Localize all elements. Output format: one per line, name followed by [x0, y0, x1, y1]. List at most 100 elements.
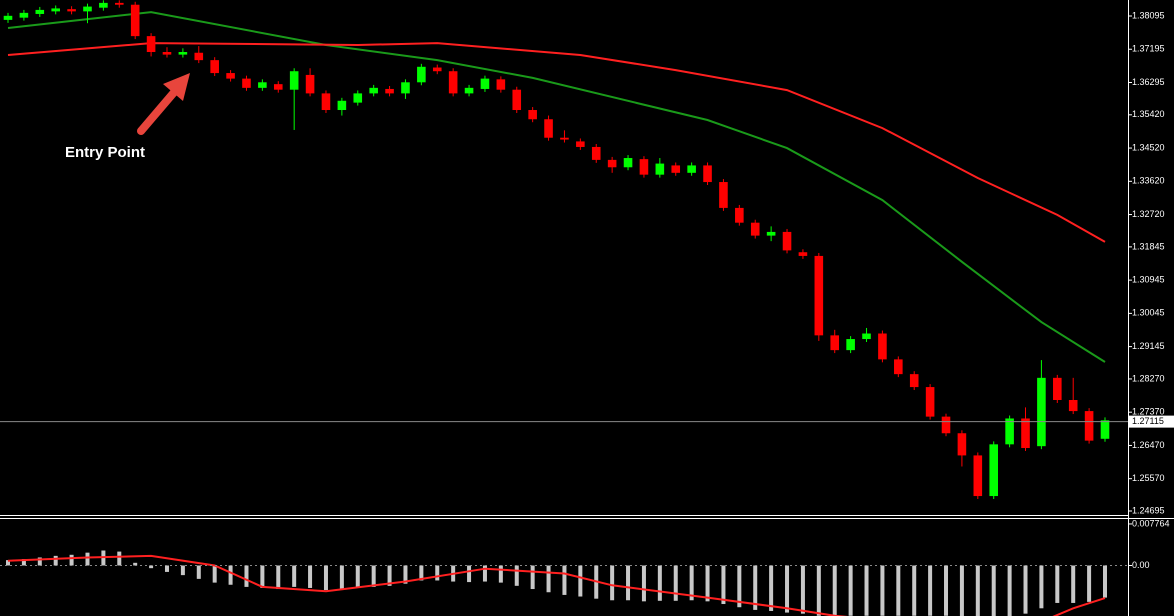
- arrow-shaft: [137, 86, 180, 135]
- candle-body: [544, 119, 553, 138]
- macd-panel: [6, 550, 1107, 616]
- candle-body: [830, 335, 840, 351]
- histogram-bar: [69, 554, 74, 566]
- candle-body: [894, 359, 903, 375]
- histogram-bar: [737, 565, 742, 608]
- histogram-bar: [959, 565, 964, 616]
- candle-body: [19, 12, 29, 18]
- candle-body: [639, 159, 649, 175]
- histogram-bar: [928, 565, 933, 616]
- candle-body: [909, 374, 919, 388]
- histogram-bar: [1055, 565, 1060, 603]
- candle-body: [703, 165, 712, 183]
- candle-body: [258, 82, 267, 88]
- candle-body: [417, 66, 426, 83]
- histogram-bar: [196, 565, 201, 579]
- candle-body: [1068, 400, 1078, 412]
- histogram-bar: [896, 565, 901, 616]
- candle-body: [735, 207, 744, 223]
- candle-body: [210, 60, 219, 74]
- candle-body: [385, 88, 394, 94]
- histogram-bar: [912, 565, 917, 616]
- y-tick-label: 1.31845: [1132, 241, 1165, 251]
- candle-body: [782, 231, 792, 251]
- candle-body: [321, 93, 331, 111]
- y-tick-label: 1.34520: [1132, 142, 1165, 152]
- histogram-bar: [848, 565, 853, 616]
- histogram-bar: [260, 565, 265, 588]
- candle-body: [448, 71, 458, 94]
- histogram-bar: [657, 565, 662, 601]
- candle-body: [607, 159, 617, 168]
- candle-body: [623, 158, 633, 168]
- current-price-box: [1129, 415, 1174, 428]
- y-tick-label: 1.29145: [1132, 341, 1165, 351]
- candle-body: [576, 141, 585, 147]
- candle-body: [1084, 411, 1094, 441]
- histogram-bar: [6, 560, 10, 566]
- y-tick-label: 0.00: [1132, 560, 1150, 570]
- histogram-bar: [530, 565, 535, 590]
- histogram-bar: [371, 565, 376, 587]
- candle-body: [862, 333, 871, 340]
- annotation: Entry Point: [65, 144, 145, 161]
- signal-line: [7, 554, 1106, 616]
- histogram-bar: [610, 565, 615, 601]
- histogram-bar: [244, 565, 249, 587]
- candle-body: [1053, 377, 1062, 401]
- y-tick-label: 1.38095: [1132, 10, 1165, 20]
- histogram-bar: [403, 565, 408, 584]
- candle-body: [941, 416, 951, 434]
- candle-body: [655, 163, 665, 175]
- candle-body: [925, 387, 935, 417]
- candle-body: [146, 36, 156, 53]
- candle-body: [369, 87, 378, 94]
- histogram-bar: [800, 565, 805, 614]
- candle-body: [289, 71, 299, 90]
- histogram-bar: [292, 565, 297, 587]
- histogram-bar: [355, 565, 360, 588]
- histogram-bar: [387, 565, 392, 586]
- candle-body: [512, 89, 522, 111]
- candle-body: [560, 137, 569, 140]
- histogram-bar: [228, 565, 233, 585]
- y-tick-label: 1.36295: [1132, 77, 1165, 87]
- histogram-bar: [673, 565, 678, 601]
- candle-body: [194, 52, 204, 61]
- y-tick-label: 0.007764: [1132, 518, 1170, 528]
- moving-average: [7, 42, 1106, 243]
- candle-body: [432, 67, 442, 72]
- candle-body: [464, 87, 474, 94]
- candle-body: [528, 110, 537, 120]
- histogram-bar: [1103, 565, 1107, 598]
- histogram-bar: [816, 565, 821, 616]
- candle-body: [401, 82, 410, 94]
- moving-average: [7, 11, 1106, 363]
- histogram-bar: [276, 565, 281, 590]
- candle-body: [1021, 418, 1030, 449]
- candle-body: [226, 73, 235, 79]
- histogram-bar: [626, 565, 631, 601]
- y-tick-label: 1.30045: [1132, 308, 1165, 318]
- candle-body: [766, 231, 776, 236]
- histogram-bar: [308, 565, 313, 588]
- candle-body: [1100, 420, 1110, 439]
- candle-body: [51, 8, 60, 12]
- histogram-bar: [339, 565, 344, 590]
- candle-body: [178, 52, 188, 55]
- candle-body: [162, 52, 172, 55]
- y-tick-label: 1.30945: [1132, 275, 1165, 285]
- candle-body: [687, 165, 696, 173]
- candle-body: [353, 93, 363, 103]
- y-tick-label: 1.27370: [1132, 407, 1165, 417]
- histogram-bar: [514, 565, 519, 586]
- histogram-bar: [562, 565, 567, 595]
- histogram-bar: [53, 555, 58, 566]
- histogram-bar: [21, 559, 26, 566]
- histogram-bar: [769, 565, 774, 611]
- candle-body: [337, 100, 347, 111]
- histogram-bar: [1039, 565, 1044, 609]
- histogram-bar: [546, 565, 551, 593]
